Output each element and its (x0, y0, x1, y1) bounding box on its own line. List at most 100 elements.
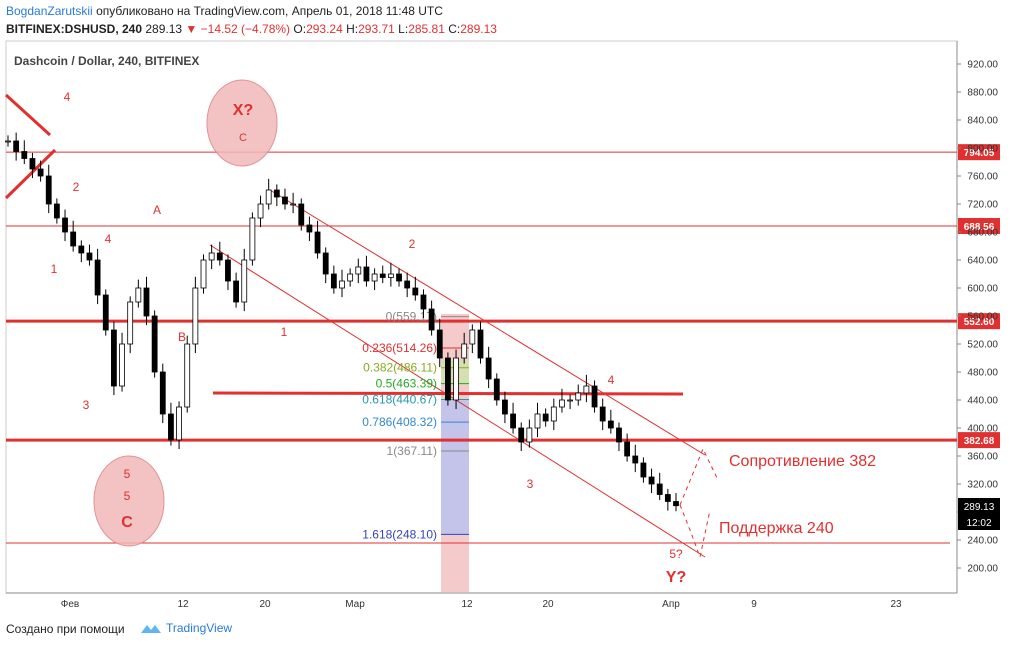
wave-label: 4 (608, 373, 615, 387)
countdown-label: 12:02 (966, 518, 991, 529)
y-tick-label: 760.00 (967, 172, 998, 183)
wave-label: 5? (669, 547, 683, 561)
candle-body (208, 252, 215, 261)
channel-lower-line (209, 244, 706, 558)
wave-label: 1 (51, 262, 58, 276)
created-with-text: Создано при помощи (6, 622, 125, 636)
y-tick-label: 440.00 (967, 396, 998, 407)
candle-body (62, 217, 68, 233)
fib-label: 1.618(248.10) (362, 527, 437, 541)
candle-body (371, 273, 378, 282)
chart-header: BogdanZarutskii опубликовано на TradingV… (0, 0, 1015, 40)
x-tick-label: 20 (542, 599, 554, 610)
candle-body (648, 476, 655, 485)
y-tick-label: 720.00 (967, 200, 998, 211)
candle-body (273, 189, 280, 198)
open-value: 293.24 (306, 22, 343, 36)
wave-label: 3 (83, 398, 90, 412)
y-tick-label: 640.00 (967, 256, 998, 267)
high-label: H: (346, 22, 359, 36)
published-text: опубликовано на TradingView.com, Апрель … (96, 4, 443, 18)
wave-circles (93, 79, 278, 547)
wave-label: 4 (105, 232, 112, 246)
candle-body (127, 301, 134, 345)
candle-body (355, 266, 362, 275)
candle-body (664, 494, 671, 502)
fib-label: 0.5(463.39) (376, 377, 437, 391)
candle-body (176, 406, 182, 441)
level-price-label: 382.68 (964, 436, 995, 447)
level-price-label: 794.05 (964, 148, 995, 159)
candle-body (591, 385, 598, 408)
tradingview-brand[interactable]: TradingView (140, 621, 232, 635)
level-price-label: 688.56 (964, 222, 995, 233)
candle-body (5, 140, 11, 143)
candle-body (518, 427, 525, 443)
candlestick-series (5, 132, 679, 512)
x-tick-label: 23 (890, 599, 902, 610)
wave-label: C (239, 132, 247, 144)
tradingview-label: TradingView (166, 621, 233, 635)
candle-body (575, 392, 582, 401)
low-value: 285.81 (408, 22, 445, 36)
candle-body (168, 413, 174, 441)
candle-body (550, 406, 557, 422)
tradingview-logo-icon (141, 625, 161, 633)
level-price-box (958, 218, 1000, 235)
candle-body (314, 231, 321, 254)
candle-body (616, 427, 622, 443)
candle-body (469, 329, 476, 345)
time-axis: Фев 12 20 Мар 12 20 Апр 9 23 (61, 599, 902, 610)
candle-body (233, 280, 239, 303)
price-chart[interactable]: Dashcoin / Dollar, 240, BITFINEX 794.05 6… (0, 0, 1015, 612)
candle-body (322, 252, 329, 275)
y-tick-label: 320.00 (967, 480, 998, 491)
candle-body (445, 357, 451, 401)
author-link[interactable]: BogdanZarutskii (6, 4, 93, 18)
candle-body (542, 413, 549, 422)
wedge-bottom-line (4, 148, 57, 200)
candle-body (70, 231, 77, 247)
candle-body (347, 273, 354, 282)
wave-label: X? (233, 102, 253, 119)
wave-label: 4 (64, 90, 71, 104)
candle-body (404, 280, 411, 289)
level-price-box (958, 432, 1000, 449)
current-price-label: 289.13 (964, 502, 995, 513)
candle-body (143, 287, 150, 317)
candle-body (265, 189, 272, 205)
x-tick-label: 12 (177, 599, 189, 610)
candle-body (306, 224, 313, 233)
down-arrow-icon: ▼ (185, 22, 198, 36)
candle-body (534, 413, 541, 429)
candle-body (298, 203, 305, 226)
x-tick-label: 20 (259, 599, 271, 610)
fib-label: 0.618(440.67) (362, 393, 437, 407)
candle-body (151, 315, 158, 373)
candle-body (396, 273, 402, 282)
circle-x (206, 79, 278, 167)
candle-body (135, 287, 142, 303)
wave-label: 2 (73, 180, 80, 194)
low-label: L: (398, 22, 409, 36)
candle-body (632, 455, 639, 464)
footer: Создано при помощи TradingView (0, 612, 1015, 649)
x-tick-label: 12 (461, 599, 473, 610)
candle-body (567, 399, 573, 402)
candle-body (102, 294, 109, 331)
circle-c (93, 455, 165, 547)
candle-body (387, 273, 394, 278)
y-tick-label: 240.00 (967, 536, 998, 547)
wave-label: 2 (409, 237, 416, 251)
y-tick-label: 520.00 (967, 340, 998, 351)
projection-up-path (679, 447, 719, 506)
wave-label: B (178, 330, 186, 344)
candle-body (119, 343, 125, 387)
wave-labels: 4 2 1 4 3 A B 1 2 3 4 X? C 5 5 C 5? Y? (51, 90, 687, 586)
candle-body (526, 427, 533, 443)
resistance-annotation: Сопротивление 382 (729, 453, 876, 470)
fib-label: 0.786(408.32) (362, 415, 437, 429)
current-price-tag: 289.13 12:02 (958, 498, 1000, 530)
level-price-label: 552.60 (964, 317, 995, 328)
candle-body (290, 203, 297, 206)
